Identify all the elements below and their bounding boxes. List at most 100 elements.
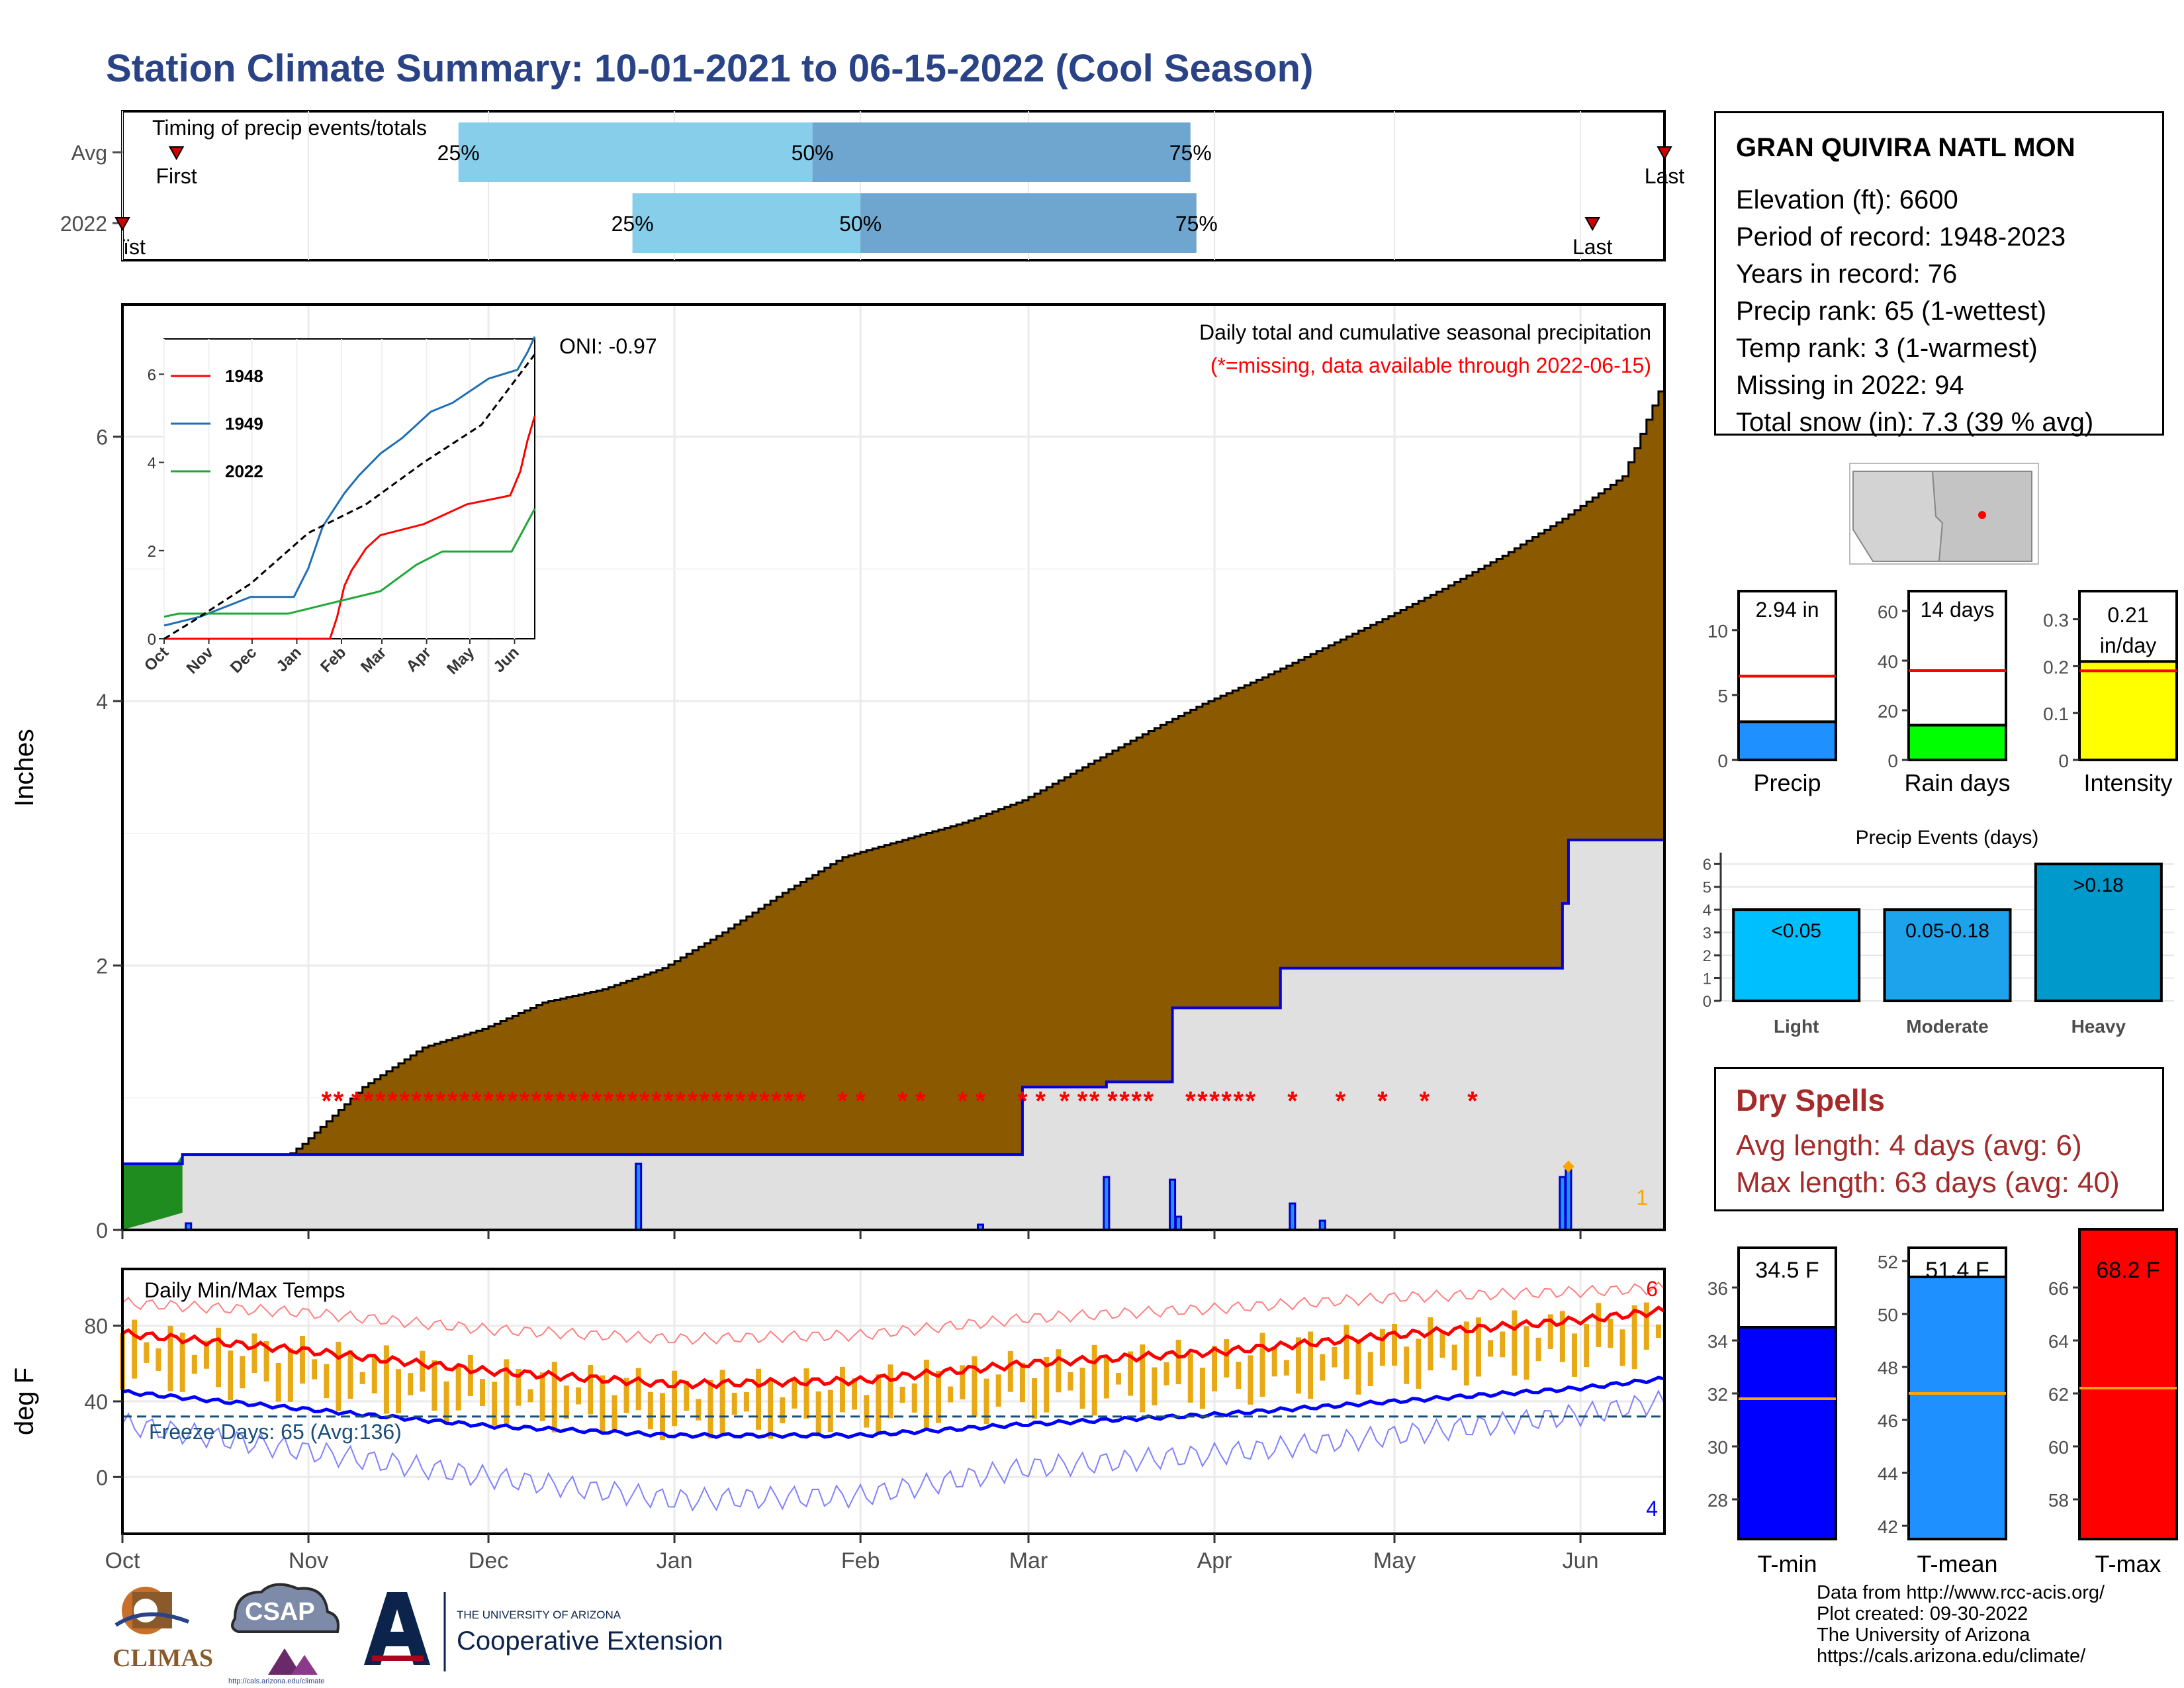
daily-temp-bar <box>1572 1333 1578 1377</box>
precip-ytick-label: 4 <box>96 690 108 714</box>
daily-temp-bar <box>371 1356 377 1394</box>
temps-xtick-label: May <box>1373 1548 1416 1573</box>
missing-marker: * <box>759 1086 770 1115</box>
daily-temp-bar <box>167 1325 173 1391</box>
rain-days-gauge-label: Rain days <box>1904 769 2010 796</box>
climas-text: CLIMAS <box>113 1644 213 1672</box>
events-bar-heavy <box>2034 863 2163 1002</box>
timing-bar-50-75 <box>812 122 1191 182</box>
daily-temp-bar <box>1271 1346 1277 1377</box>
tmin-gauge-label: T-min <box>1758 1550 1817 1577</box>
daily-temp-bar <box>1596 1303 1602 1347</box>
precip-gauge-bar <box>1737 720 1837 762</box>
daily-temp-bar <box>911 1383 917 1413</box>
missing-marker: * <box>1089 1086 1100 1115</box>
daily-temp-bar <box>1212 1346 1218 1391</box>
station-line: Period of record: 1948-2023 <box>1736 222 2066 252</box>
daily-temp-bar <box>899 1386 905 1403</box>
missing-marker: * <box>796 1086 806 1115</box>
daily-temp-bar <box>1355 1339 1361 1395</box>
inset-ytick-label: 0 <box>148 631 156 649</box>
daily-temp-bar <box>719 1370 725 1435</box>
timing-last-label: Last <box>1572 235 1613 259</box>
daily-temp-bar <box>383 1345 389 1414</box>
events-ytick-label: 1 <box>1703 970 1711 988</box>
missing-marker: * <box>334 1086 344 1115</box>
inset-series-1949 <box>163 336 536 627</box>
missing-marker: * <box>1467 1086 1478 1115</box>
daily-temp-bar <box>635 1368 641 1411</box>
temps-title: Daily Min/Max Temps <box>144 1278 345 1302</box>
missing-marker: * <box>675 1086 686 1115</box>
missing-marker: * <box>471 1086 482 1115</box>
temps-xtick-label: Dec <box>469 1548 508 1573</box>
rain-days-gauge-ytick-label: 40 <box>1878 651 1898 672</box>
daily-temp-bar <box>623 1378 629 1413</box>
record-low-line <box>122 1389 1665 1512</box>
daily-temp-bar <box>1152 1367 1158 1406</box>
temps-xtick-label: Nov <box>289 1548 328 1573</box>
timing-first-label: First <box>156 164 197 188</box>
missing-marker: * <box>495 1086 506 1115</box>
daily-precip-bar <box>1289 1202 1297 1231</box>
daily-temp-bar <box>1115 1373 1121 1385</box>
inset-legend-label: 2022 <box>225 461 263 481</box>
daily-precip-bar <box>1559 1176 1567 1231</box>
precip-max-marker <box>1562 1160 1574 1173</box>
tmean-gauge-ytick-label: 50 <box>1878 1305 1898 1325</box>
daily-temp-bar <box>1416 1338 1422 1389</box>
events-ytick-label: 5 <box>1703 879 1711 897</box>
events-bar-label: >0.18 <box>2073 874 2124 896</box>
daily-temp-bar <box>1295 1337 1301 1394</box>
missing-marker: * <box>1287 1086 1298 1115</box>
daily-temp-bar <box>972 1356 978 1417</box>
daily-temp-bar <box>1079 1368 1085 1409</box>
missing-marker: * <box>1077 1086 1088 1115</box>
daily-temp-bar <box>1140 1344 1146 1413</box>
missing-marker: * <box>1234 1086 1244 1115</box>
tmin-gauge-value: 34.5 F <box>1755 1258 1819 1283</box>
missing-marker: * <box>591 1086 602 1115</box>
daily-temp-bar <box>1032 1378 1038 1419</box>
missing-marker: * <box>1144 1086 1154 1115</box>
daily-temp-bar <box>1367 1352 1373 1386</box>
missing-marker: * <box>411 1086 422 1115</box>
credit-line: Plot created: 09-30-2022 <box>1817 1603 2028 1624</box>
missing-marker: * <box>1221 1086 1232 1115</box>
daily-temp-bar <box>1428 1317 1433 1371</box>
missing-marker: * <box>508 1086 518 1115</box>
daily-temp-bar <box>1044 1356 1050 1413</box>
daily-temp-bar <box>1643 1302 1649 1350</box>
daily-temp-bar <box>864 1395 870 1428</box>
daily-temp-bar <box>359 1372 365 1384</box>
timing-first-label: ïst <box>123 235 146 259</box>
tmin-gauge-ytick-label: 30 <box>1707 1437 1728 1458</box>
daily-precip-bar <box>1318 1219 1326 1231</box>
freeze-label: Freeze Days: 65 (Avg:136) <box>149 1420 402 1444</box>
missing-marker: * <box>1131 1086 1142 1115</box>
daily-temp-bar <box>815 1391 821 1436</box>
rain-days-gauge-ytick-label: 20 <box>1878 701 1898 722</box>
missing-marker: * <box>1017 1086 1028 1115</box>
daily-temp-bar <box>647 1391 653 1430</box>
dry-spells-box: Dry Spells Avg length: 4 days (avg: 6) M… <box>1714 1067 2164 1211</box>
daily-temp-bar <box>1535 1337 1541 1362</box>
csap-url: http://cals.arizona.edu/climate <box>228 1677 325 1685</box>
daily-precip-bar <box>635 1162 643 1231</box>
tmin-gauge-ytick-label: 34 <box>1707 1331 1728 1352</box>
daily-temp-bar <box>1320 1354 1326 1381</box>
daily-temp-bar <box>144 1342 150 1363</box>
daily-temp-bar <box>803 1368 809 1419</box>
station-line: Total snow (in): 7.3 (39 % avg) <box>1736 408 2094 437</box>
state-map <box>1849 463 2039 565</box>
missing-marker: * <box>897 1086 908 1115</box>
daily-temp-bar <box>1619 1329 1625 1366</box>
daily-temp-bar <box>768 1380 774 1439</box>
tmax-gauge-label: T-max <box>2095 1550 2161 1577</box>
daily-temp-bar <box>1559 1311 1565 1362</box>
inset-ytick-label: 6 <box>148 366 156 384</box>
timing-bar-50-75 <box>860 193 1197 253</box>
missing-marker: * <box>663 1086 674 1115</box>
missing-marker: * <box>555 1086 566 1115</box>
